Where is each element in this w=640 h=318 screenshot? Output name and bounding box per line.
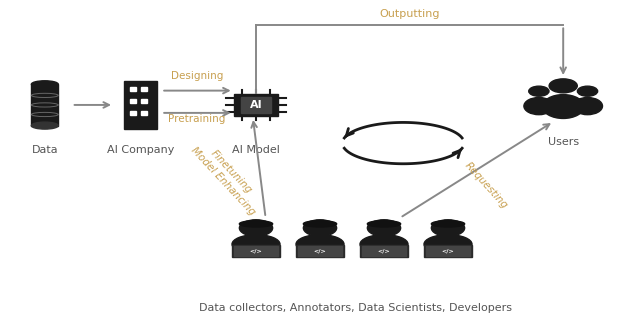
FancyBboxPatch shape xyxy=(130,111,136,115)
FancyBboxPatch shape xyxy=(232,245,280,257)
Text: Requesting: Requesting xyxy=(463,161,510,211)
Ellipse shape xyxy=(543,94,584,119)
FancyBboxPatch shape xyxy=(426,246,470,256)
Ellipse shape xyxy=(31,81,58,88)
FancyBboxPatch shape xyxy=(124,81,157,129)
Circle shape xyxy=(431,220,465,236)
Text: Outputting: Outputting xyxy=(380,9,440,19)
Ellipse shape xyxy=(232,235,280,254)
Text: Data: Data xyxy=(31,145,58,155)
Text: Pretraining: Pretraining xyxy=(168,114,226,124)
Ellipse shape xyxy=(360,235,408,254)
FancyBboxPatch shape xyxy=(141,99,147,103)
Text: AI Model: AI Model xyxy=(232,145,280,155)
FancyBboxPatch shape xyxy=(130,99,136,103)
Ellipse shape xyxy=(296,235,344,254)
FancyBboxPatch shape xyxy=(234,246,278,256)
FancyBboxPatch shape xyxy=(130,87,136,91)
FancyBboxPatch shape xyxy=(296,245,344,257)
FancyBboxPatch shape xyxy=(362,246,406,256)
Polygon shape xyxy=(31,84,58,126)
Ellipse shape xyxy=(303,221,337,227)
Ellipse shape xyxy=(431,221,465,227)
Text: Designing: Designing xyxy=(171,71,223,81)
Circle shape xyxy=(529,86,549,96)
Circle shape xyxy=(239,220,273,236)
Text: </>: </> xyxy=(442,248,454,253)
Circle shape xyxy=(303,220,337,236)
Text: Data collectors, Annotators, Data Scientists, Developers: Data collectors, Annotators, Data Scient… xyxy=(198,303,512,313)
FancyBboxPatch shape xyxy=(241,97,271,113)
FancyBboxPatch shape xyxy=(141,111,147,115)
FancyBboxPatch shape xyxy=(234,94,278,116)
FancyBboxPatch shape xyxy=(141,87,147,91)
Ellipse shape xyxy=(239,221,273,227)
Ellipse shape xyxy=(424,235,472,254)
FancyBboxPatch shape xyxy=(360,245,408,257)
Circle shape xyxy=(577,86,598,96)
Circle shape xyxy=(549,79,577,93)
Text: AI: AI xyxy=(250,100,262,110)
Text: AI Company: AI Company xyxy=(107,145,175,155)
Text: </>: </> xyxy=(378,248,390,253)
Ellipse shape xyxy=(573,98,602,115)
FancyBboxPatch shape xyxy=(298,246,342,256)
Text: Finetuning
Model Enhancing: Finetuning Model Enhancing xyxy=(189,136,266,217)
Ellipse shape xyxy=(524,98,554,115)
Circle shape xyxy=(367,220,401,236)
Text: </>: </> xyxy=(250,248,262,253)
Text: </>: </> xyxy=(314,248,326,253)
FancyBboxPatch shape xyxy=(424,245,472,257)
Ellipse shape xyxy=(367,221,401,227)
Ellipse shape xyxy=(31,122,58,129)
Text: Users: Users xyxy=(548,137,579,147)
